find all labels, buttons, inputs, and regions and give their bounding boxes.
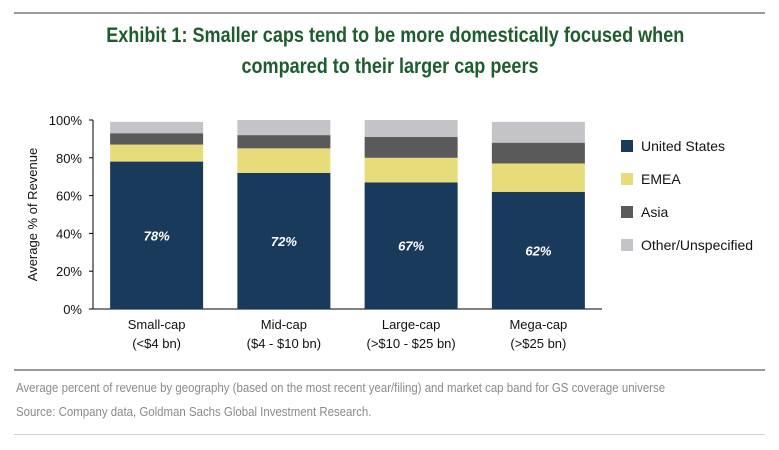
top-rule <box>14 12 765 14</box>
legend-label: Other/Unspecified <box>641 237 753 253</box>
chart-title: Exhibit 1: Smaller caps tend to be more … <box>106 20 685 82</box>
y-tick-label: 100% <box>49 113 83 128</box>
x-tick-label: Small-cap <box>128 317 186 332</box>
bottom-rule <box>14 369 765 371</box>
legend-label: EMEA <box>641 171 681 187</box>
legend-swatch <box>621 173 633 185</box>
bar-segment-united-states <box>491 191 585 309</box>
bar-segment-emea <box>237 148 331 173</box>
title-line-1: Exhibit 1: Smaller caps tend to be more … <box>106 24 685 47</box>
footnote: Average percent of revenue by geography … <box>16 380 666 395</box>
stacked-bar-chart: 0% 20% 40% 60% 80% 100% Average % of Revenue 78… <box>25 113 753 351</box>
bar-segment-asia <box>491 142 585 164</box>
bottom-line <box>14 434 765 435</box>
bar-data-label: 72% <box>271 234 297 249</box>
legend-label: Asia <box>641 204 668 220</box>
y-tick-label: 20% <box>56 264 82 279</box>
bar-segment-united-states <box>364 182 458 309</box>
x-tick-sublabel: (>$10 - $25 bn) <box>366 336 455 351</box>
legend-swatch <box>621 206 633 218</box>
bar-segment-other-unspecified <box>110 121 204 134</box>
x-tick-label: Mid-cap <box>261 317 307 332</box>
bar-data-label: 67% <box>398 239 424 254</box>
bar-segment-united-states <box>110 161 204 309</box>
legend-swatch <box>621 239 633 251</box>
bar-segment-asia <box>364 137 458 158</box>
x-tick-sublabel: ($4 - $10 bn) <box>247 336 321 351</box>
y-tick-label: 60% <box>56 189 82 204</box>
legend-swatch <box>621 140 633 152</box>
y-tick-label: 80% <box>56 151 82 166</box>
y-tick-label: 40% <box>56 226 82 241</box>
bar-segment-emea <box>110 144 204 162</box>
y-tick-label: 0% <box>63 302 82 317</box>
bar-segment-emea <box>491 163 585 192</box>
x-tick-label: Mega-cap <box>509 317 567 332</box>
bar-data-label: 62% <box>525 243 551 258</box>
x-tick-sublabel: (>$25 bn) <box>510 336 566 351</box>
y-axis-title: Average % of Revenue <box>25 148 40 281</box>
source-note: Source: Company data, Goldman Sachs Glob… <box>16 404 372 419</box>
bar-segment-asia <box>237 135 331 149</box>
bar-segment-emea <box>364 157 458 183</box>
bar-segment-united-states <box>237 172 331 309</box>
title-line-2: compared to their larger cap peers <box>241 55 539 78</box>
bar-segment-other-unspecified <box>364 120 458 138</box>
x-tick-sublabel: (<$4 bn) <box>132 336 181 351</box>
x-tick-label: Large-cap <box>382 317 441 332</box>
bar-data-label: 78% <box>144 228 170 243</box>
bar-segment-asia <box>110 133 204 145</box>
bar-segment-other-unspecified <box>491 121 585 143</box>
legend-label: United States <box>641 138 725 154</box>
bar-segment-other-unspecified <box>237 120 331 136</box>
